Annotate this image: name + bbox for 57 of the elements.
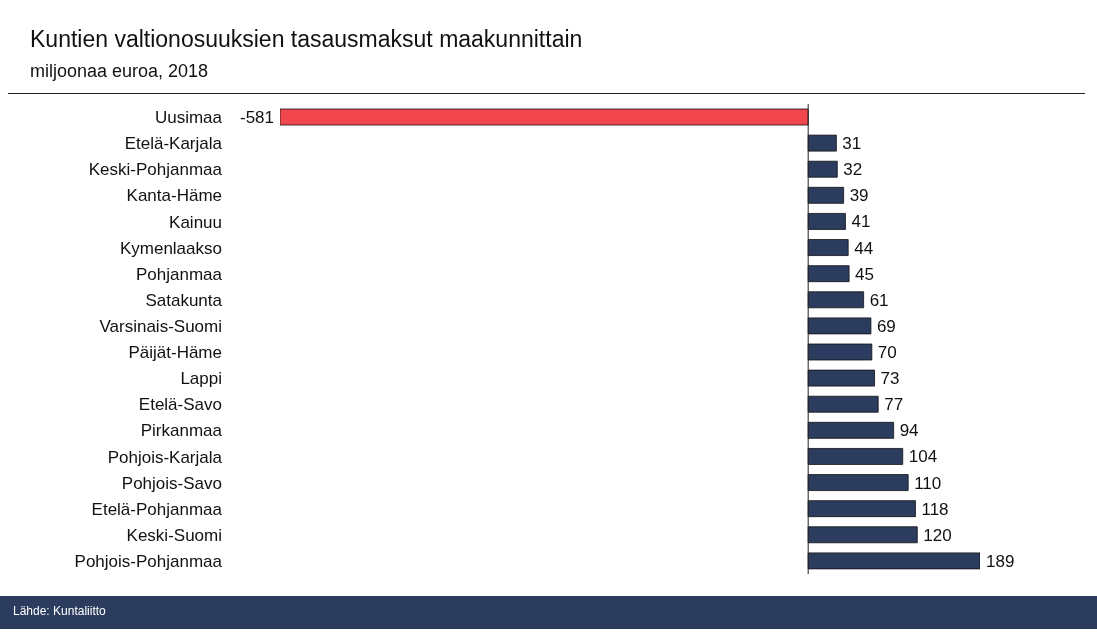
bar [807,317,872,335]
y-tick-label: Kanta-Häme [126,186,222,206]
bar [807,421,895,439]
y-tick-label: Etelä-Savo [138,395,222,415]
bar [807,291,865,309]
data-label: 31 [842,134,862,154]
bar [807,265,850,283]
data-label: 41 [851,212,871,232]
y-tick-label: Pirkanmaa [140,421,223,441]
y-tick-label: Satakunta [145,290,223,310]
chart-title: Kuntien valtionosuuksien tasausmaksut maakunnittain [30,26,583,53]
data-label: 77 [884,395,904,415]
bar [807,448,904,465]
y-tick-label: Lappi [180,369,222,389]
y-tick-label: Varsinais-Suomi [99,316,222,336]
data-label: 32 [843,160,863,180]
data-label: 120 [923,525,952,545]
data-label: 45 [855,264,875,284]
data-label: 73 [880,369,900,389]
bar [807,369,875,387]
data-label: 44 [854,238,874,258]
y-tick-label: Kymenlaakso [119,238,222,258]
data-label: 110 [914,473,942,493]
y-tick-label: Pohjanmaa [135,264,223,284]
bar [807,186,845,204]
data-label: 39 [849,186,869,206]
data-label: 70 [877,342,897,362]
data-label: 118 [921,499,949,519]
data-label: 61 [869,290,889,310]
bar [280,108,809,126]
data-label: -581 [239,107,274,127]
y-tick-label: Pohjois-Savo [121,473,222,493]
y-tick-label: Etelä-Karjala [124,134,223,154]
bar [807,552,980,570]
y-tick-label: Kainuu [169,212,222,232]
bar [807,395,879,413]
y-tick-label: Pohjois-Pohjanmaa [74,551,223,571]
y-tick-label: Keski-Suomi [126,525,222,545]
bar [807,526,918,544]
y-tick-label: Päijät-Häme [128,343,222,363]
data-label: 94 [899,421,919,441]
bar [807,500,916,518]
bar [807,343,873,361]
data-label: 69 [876,316,896,336]
bar [807,239,849,256]
y-tick-label: Pohjois-Karjala [107,447,223,467]
bar [807,134,837,152]
data-label: 104 [908,447,938,467]
y-tick-label: Etelä-Pohjanmaa [91,499,223,519]
y-tick-label: Uusimaa [154,108,223,128]
bar [807,474,909,491]
bar [807,160,838,178]
data-label: 189 [986,551,1015,571]
y-tick-label: Keski-Pohjanmaa [88,160,223,180]
text: miljoonaa euroa, 2018 [30,61,209,82]
bar [807,213,846,230]
text: Lähde: Kuntaliitto [13,604,106,618]
